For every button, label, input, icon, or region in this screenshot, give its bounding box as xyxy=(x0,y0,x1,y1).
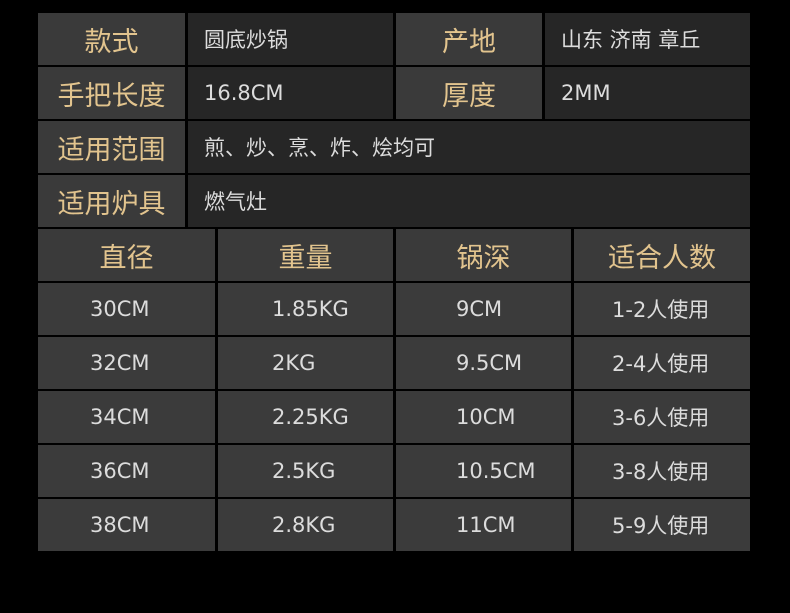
usage-label: 适用范围 xyxy=(38,121,185,173)
cell-weight: 2.8KG xyxy=(218,499,393,551)
cell-diameter: 30CM xyxy=(38,283,215,335)
cell-servings: 2-4人使用 xyxy=(574,337,750,389)
cell-depth: 9CM xyxy=(396,283,571,335)
stove-label: 适用炉具 xyxy=(38,175,185,227)
cell-depth: 10CM xyxy=(396,391,571,443)
cell-servings: 3-8人使用 xyxy=(574,445,750,497)
cell-weight: 1.85KG xyxy=(218,283,393,335)
style-label: 款式 xyxy=(38,13,185,65)
usage-value: 煎、炒、烹、炸、烩均可 xyxy=(188,121,750,173)
header-weight: 重量 xyxy=(218,229,393,281)
cell-diameter: 36CM xyxy=(38,445,215,497)
cell-depth: 9.5CM xyxy=(396,337,571,389)
header-servings: 适合人数 xyxy=(574,229,750,281)
cell-weight: 2.25KG xyxy=(218,391,393,443)
cell-servings: 3-6人使用 xyxy=(574,391,750,443)
stove-value: 燃气灶 xyxy=(188,175,750,227)
thickness-value: 2MM xyxy=(545,67,750,119)
header-diameter: 直径 xyxy=(38,229,215,281)
origin-label: 产地 xyxy=(396,13,542,65)
cell-depth: 11CM xyxy=(396,499,571,551)
style-value: 圆底炒锅 xyxy=(188,13,393,65)
thickness-label: 厚度 xyxy=(396,67,542,119)
handle-length-value: 16.8CM xyxy=(188,67,393,119)
cell-diameter: 38CM xyxy=(38,499,215,551)
cell-weight: 2KG xyxy=(218,337,393,389)
cell-weight: 2.5KG xyxy=(218,445,393,497)
cell-servings: 5-9人使用 xyxy=(574,499,750,551)
cell-diameter: 34CM xyxy=(38,391,215,443)
handle-length-label: 手把长度 xyxy=(38,67,185,119)
cell-depth: 10.5CM xyxy=(396,445,571,497)
header-depth: 锅深 xyxy=(396,229,571,281)
origin-value: 山东 济南 章丘 xyxy=(545,13,750,65)
cell-diameter: 32CM xyxy=(38,337,215,389)
cell-servings: 1-2人使用 xyxy=(574,283,750,335)
